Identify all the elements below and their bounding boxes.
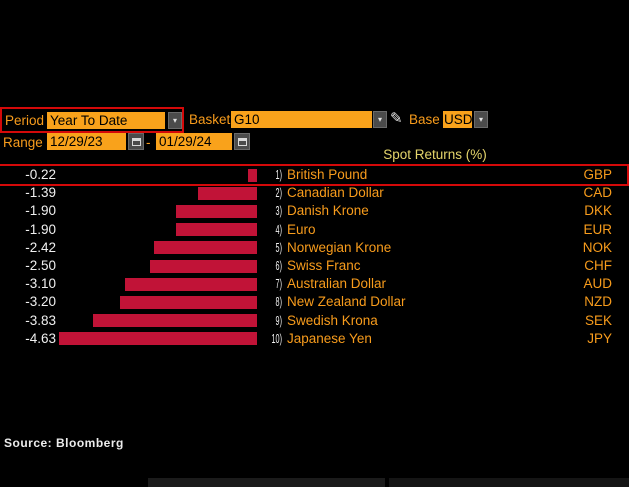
chart-title: Spot Returns (%) [383, 147, 487, 162]
chart-row[interactable]: -0.22 1) British Pound GBP [0, 163, 629, 187]
row-currency-code: GBP [583, 167, 612, 182]
chart-row[interactable]: -1.90 4) Euro EUR [0, 221, 627, 239]
row-value: -3.20 [25, 294, 56, 310]
row-currency-name: Swiss Franc [287, 258, 361, 273]
row-value: -2.42 [25, 239, 56, 255]
range-separator: - [146, 135, 151, 150]
row-bar [176, 223, 257, 237]
chart-row[interactable]: -4.63 10) Japanese Yen JPY [0, 330, 627, 348]
row-currency-name: Swedish Krona [287, 312, 378, 328]
row-currency-code: NZD [584, 294, 612, 310]
row-currency-code: NOK [582, 239, 612, 255]
period-label: Period [5, 112, 45, 128]
row-bar [198, 186, 257, 200]
row-value: -1.90 [25, 221, 56, 237]
row-rank: 10) [271, 331, 282, 346]
chart-row[interactable]: -3.83 9) Swedish Krona SEK [0, 312, 627, 330]
row-value: -3.83 [25, 312, 56, 328]
row-bar [154, 241, 257, 255]
row-currency-code: CHF [584, 258, 612, 273]
row-currency-name: Norwegian Krone [287, 239, 392, 255]
chart-rows: -0.22 1) British Pound GBP -1.39 2) Canadian D… [0, 163, 629, 350]
row-rank: 5) [275, 240, 282, 255]
row-rank: 6) [275, 259, 282, 273]
row-value: -2.50 [25, 258, 56, 273]
row-currency-name: Canadian Dollar [287, 185, 384, 201]
row-currency-code: JPY [587, 330, 612, 346]
edit-pencil-icon[interactable]: ✎ [390, 110, 403, 127]
base-label: Base [409, 112, 440, 127]
row-bar [93, 314, 257, 328]
chart-row[interactable]: -1.90 3) Danish Krone DKK [0, 202, 627, 220]
row-bar [59, 332, 257, 346]
range-end-input[interactable]: 01/29/24 [156, 133, 232, 150]
row-rank: 3) [275, 204, 282, 219]
calendar-glyph [237, 137, 247, 146]
range-start-input[interactable]: 12/29/23 [47, 133, 126, 150]
row-currency-name: Australian Dollar [287, 276, 387, 292]
range-end-calendar-icon[interactable] [234, 133, 250, 150]
row-value: -0.22 [25, 167, 56, 182]
basket-select[interactable]: G10 [231, 111, 372, 128]
base-dropdown-arrow-icon[interactable]: ▾ [474, 111, 488, 128]
row-currency-name: Euro [287, 221, 316, 237]
window-edge [148, 478, 385, 487]
row-rank: 7) [275, 277, 282, 292]
row-currency-code: CAD [583, 185, 612, 201]
row-bar [120, 295, 257, 309]
row-value: -3.10 [25, 276, 56, 292]
calendar-glyph [131, 137, 141, 146]
row-rank: 9) [275, 313, 282, 328]
period-control-highlight: Period Year To Date ▾ [0, 107, 184, 133]
row-value: -4.63 [25, 330, 56, 346]
basket-dropdown-arrow-icon[interactable]: ▾ [373, 111, 387, 128]
row-rank: 1) [275, 168, 282, 182]
range-label: Range [3, 135, 43, 150]
window-edge [389, 478, 629, 487]
row-rank: 4) [275, 222, 282, 237]
chart-row[interactable]: -3.10 7) Australian Dollar AUD [0, 275, 627, 293]
row-value: -1.90 [25, 203, 56, 219]
row-currency-name: Danish Krone [287, 203, 369, 219]
row-currency-code: DKK [584, 203, 612, 219]
row-rank: 8) [275, 295, 282, 310]
row-bar [125, 277, 257, 291]
chart-row[interactable]: -2.50 6) Swiss Franc CHF [0, 257, 627, 275]
range-start-calendar-icon[interactable] [128, 133, 144, 150]
row-value: -1.39 [25, 185, 56, 201]
row-bar [248, 168, 257, 182]
chart-row[interactable]: -2.42 5) Norwegian Krone NOK [0, 239, 627, 257]
row-rank: 2) [275, 186, 282, 201]
chart-row[interactable]: -1.39 2) Canadian Dollar CAD [0, 184, 627, 202]
row-bar [150, 259, 257, 273]
row-currency-code: SEK [584, 312, 612, 328]
row-currency-name: Japanese Yen [287, 330, 372, 346]
row-bar [176, 204, 257, 218]
chart-row[interactable]: -3.20 8) New Zealand Dollar NZD [0, 293, 627, 311]
row-currency-name: New Zealand Dollar [287, 294, 406, 310]
row-currency-code: EUR [583, 221, 612, 237]
period-select[interactable]: Year To Date [47, 111, 166, 129]
period-dropdown-arrow-icon[interactable]: ▾ [168, 111, 183, 129]
source-attribution: Source: Bloomberg [4, 436, 124, 450]
row-currency-code: AUD [583, 276, 612, 292]
base-select[interactable]: USD [443, 111, 472, 128]
basket-label: Basket [189, 112, 231, 127]
row-currency-name: British Pound [287, 167, 368, 182]
